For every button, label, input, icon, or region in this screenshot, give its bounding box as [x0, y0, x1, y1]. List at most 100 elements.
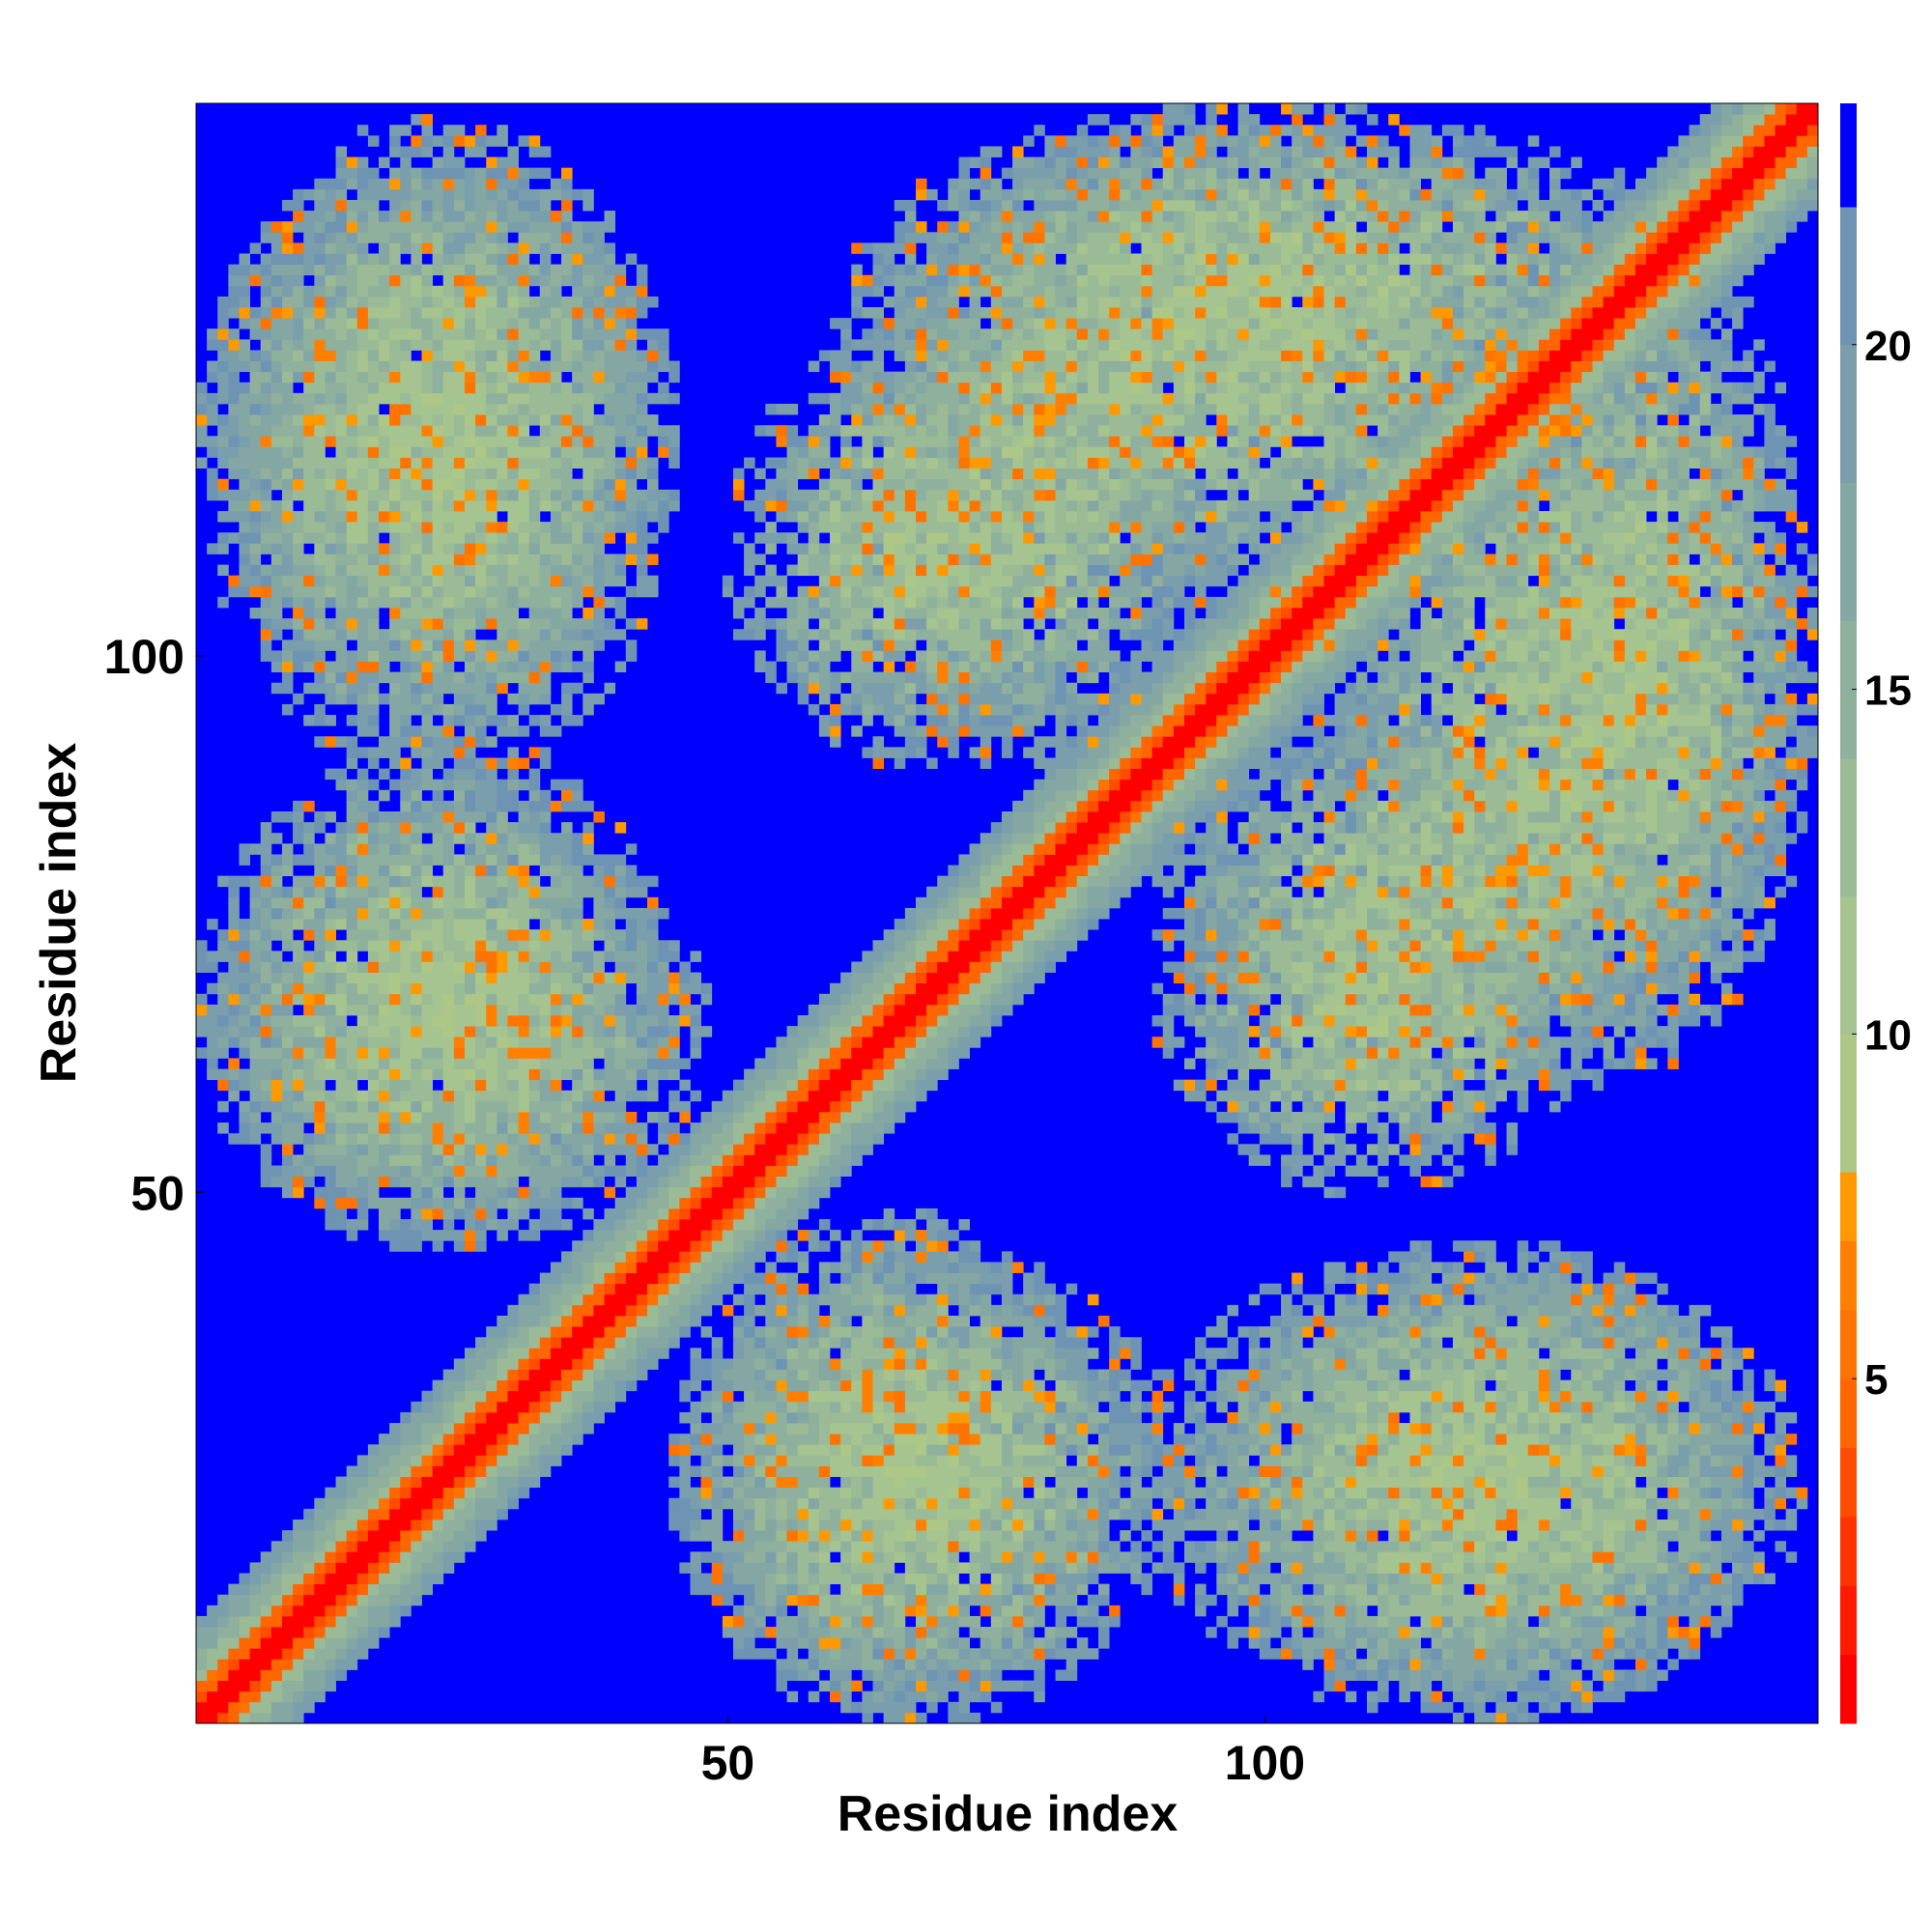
heatmap-cell: [1323, 1455, 1336, 1466]
heatmap-cell: [894, 1627, 906, 1638]
heatmap-cell: [851, 1659, 863, 1670]
heatmap-cell: [1592, 1411, 1605, 1424]
heatmap-cell: [1485, 1369, 1496, 1381]
heatmap-cell: [990, 1659, 1003, 1670]
heatmap-cell: [797, 1379, 810, 1392]
heatmap-cell: [862, 1283, 873, 1295]
heatmap-cell: [325, 1637, 336, 1649]
heatmap-cell: [1474, 1583, 1486, 1596]
heatmap-cell: [1720, 1423, 1733, 1435]
heatmap-cell: [1399, 1262, 1410, 1273]
heatmap-cell: [1173, 1530, 1185, 1542]
heatmap-cell: [926, 1530, 938, 1542]
heatmap-cell: [1743, 1390, 1754, 1403]
heatmap-cell: [1603, 1669, 1615, 1681]
heatmap-cell: [314, 1497, 326, 1510]
heatmap-cell: [1044, 1627, 1056, 1638]
heatmap-cell: [1001, 1423, 1013, 1435]
heatmap-cell: [270, 1669, 283, 1681]
heatmap-cell: [464, 1444, 476, 1456]
heatmap-cell: [872, 1627, 885, 1638]
heatmap-cell: [786, 1465, 799, 1477]
heatmap-cell: [1431, 1390, 1443, 1403]
heatmap-cell: [786, 1315, 799, 1327]
heatmap-cell: [776, 1434, 787, 1445]
heatmap-cell: [561, 1434, 573, 1445]
heatmap-cell: [293, 1712, 304, 1724]
heatmap-cell: [840, 1605, 852, 1617]
heatmap-cell: [207, 1659, 218, 1670]
heatmap-cell: [1098, 1530, 1110, 1542]
heatmap-cell: [1474, 1272, 1486, 1285]
heatmap-cell: [830, 1497, 841, 1510]
heatmap-cell: [851, 1648, 863, 1660]
heatmap-cell: [1409, 1627, 1421, 1638]
heatmap-cell: [1549, 1423, 1561, 1435]
heatmap-cell: [722, 1230, 734, 1241]
heatmap-cell: [1366, 1411, 1378, 1424]
heatmap-cell: [1592, 1605, 1605, 1617]
heatmap-cell: [1399, 1390, 1410, 1403]
heatmap-cell: [915, 1208, 927, 1220]
heatmap-cell: [1441, 1605, 1454, 1617]
heatmap-cell: [808, 1358, 820, 1370]
heatmap-cell: [732, 1176, 745, 1188]
heatmap-cell: [1055, 1401, 1067, 1413]
heatmap-cell: [647, 1262, 659, 1273]
heatmap-cell: [1527, 1390, 1540, 1403]
heatmap-cell: [830, 1605, 841, 1617]
heatmap-cell: [1646, 1659, 1658, 1670]
heatmap-cell: [303, 1659, 315, 1670]
heatmap-cell: [1227, 1379, 1238, 1392]
heatmap-cell: [453, 1508, 466, 1520]
heatmap-cell: [904, 1690, 917, 1703]
heatmap-cell: [389, 1541, 401, 1552]
heatmap-cell: [776, 1627, 787, 1638]
heatmap-cell: [1474, 1337, 1486, 1349]
heatmap-cell: [1485, 1530, 1496, 1542]
heatmap-cell: [1699, 1434, 1712, 1445]
heatmap-cell: [732, 1186, 745, 1199]
heatmap-cell: [572, 1315, 583, 1327]
heatmap-cell: [593, 1411, 605, 1424]
heatmap-cell: [561, 1379, 573, 1392]
heatmap-cell: [1366, 1659, 1378, 1670]
heatmap-cell: [1474, 1497, 1486, 1510]
heatmap-cell: [1409, 1272, 1421, 1285]
heatmap-cell: [1183, 1551, 1196, 1563]
heatmap-cell: [711, 1358, 724, 1370]
heatmap-cell: [1345, 1122, 1357, 1134]
heatmap-cell: [862, 1423, 873, 1435]
heatmap-cell: [1485, 1122, 1496, 1134]
heatmap-cell: [379, 1583, 390, 1596]
heatmap-cell: [1732, 1551, 1744, 1563]
heatmap-cell: [883, 1605, 895, 1617]
heatmap-cell: [1302, 1541, 1314, 1552]
heatmap-cell: [432, 1551, 444, 1563]
heatmap-cell: [518, 1358, 530, 1370]
heatmap-cell: [1699, 1519, 1712, 1531]
heatmap-cell: [1195, 1551, 1207, 1563]
heatmap-cell: [1409, 1583, 1421, 1596]
heatmap-cell: [1399, 1315, 1410, 1327]
heatmap-cell: [894, 1530, 906, 1542]
heatmap-cell: [1334, 1144, 1347, 1155]
heatmap-cell: [497, 1315, 508, 1327]
heatmap-cell: [1613, 1379, 1626, 1392]
heatmap-cell: [1292, 1615, 1303, 1628]
heatmap-cell: [1571, 1605, 1582, 1617]
heatmap-cell: [528, 1358, 541, 1370]
heatmap-cell: [1495, 1712, 1507, 1724]
heatmap-cell: [1323, 1154, 1336, 1166]
heatmap-cell: [894, 1315, 906, 1327]
heatmap-cell: [1001, 1594, 1013, 1606]
heatmap-cell: [862, 1465, 873, 1477]
heatmap-cell: [894, 1230, 906, 1241]
heatmap-cell: [1034, 1293, 1045, 1306]
heatmap-cell: [593, 1272, 605, 1285]
heatmap-cell: [1012, 1605, 1024, 1617]
heatmap-cell: [926, 1348, 938, 1359]
heatmap-cell: [722, 1262, 734, 1273]
heatmap-cell: [561, 1411, 573, 1424]
heatmap-cell: [1441, 1304, 1454, 1317]
